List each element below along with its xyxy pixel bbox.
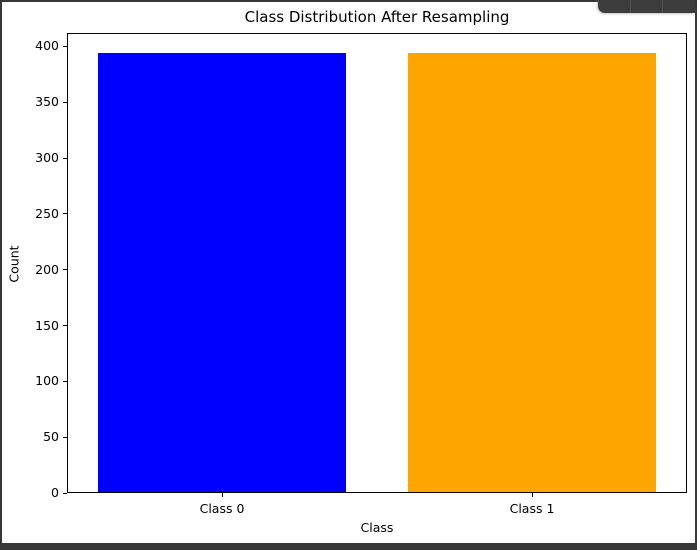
y-tick-label: 150 (35, 317, 59, 333)
y-tick-mark (63, 101, 67, 103)
x-axis-label: Class (360, 520, 394, 535)
x-tick-label: Class 1 (509, 501, 555, 516)
x-tick-mark (221, 493, 223, 497)
toolbar-button[interactable] (598, 0, 630, 13)
output-hover-toolbar[interactable] (598, 0, 695, 13)
y-tick-mark (63, 45, 67, 47)
axes-area (67, 33, 687, 493)
y-tick-label: 0 (51, 484, 59, 500)
toolbar-button[interactable] (629, 0, 663, 13)
y-tick-mark (63, 269, 67, 271)
y-tick-mark (63, 436, 67, 438)
bar-class-0 (98, 53, 346, 493)
y-tick-label: 400 (35, 38, 59, 54)
x-tick-mark (531, 493, 533, 497)
y-tick-label: 100 (35, 373, 59, 389)
chart-title: Class Distribution After Resampling (244, 8, 510, 26)
y-tick-label: 300 (35, 149, 59, 165)
y-tick-mark (63, 380, 67, 382)
y-tick-mark (63, 492, 67, 494)
bar-class-1 (408, 53, 656, 493)
y-axis-label: Count (6, 245, 22, 283)
y-tick-label: 50 (43, 428, 59, 444)
y-tick-mark (63, 157, 67, 159)
y-tick-mark (63, 325, 67, 327)
x-tick-label: Class 0 (199, 501, 245, 516)
toolbar-button[interactable] (662, 0, 695, 13)
y-tick-mark (63, 213, 67, 215)
y-tick-label: 350 (35, 93, 59, 109)
y-tick-label: 200 (35, 261, 59, 277)
y-tick-label: 250 (35, 205, 59, 221)
